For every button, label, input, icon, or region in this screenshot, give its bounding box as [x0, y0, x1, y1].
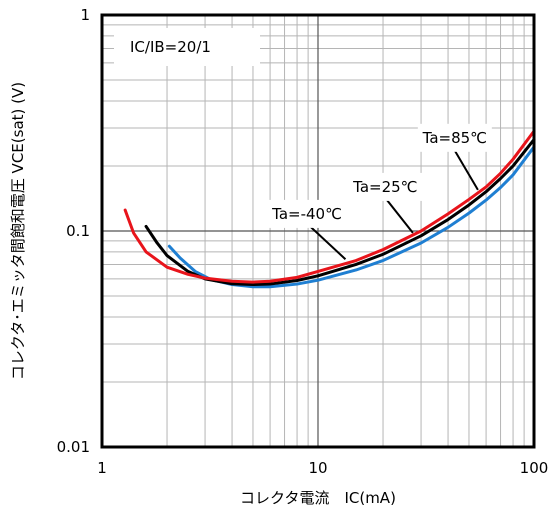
- condition-note: IC/IB=20/1: [114, 28, 260, 66]
- annotation-label: Ta=85℃: [422, 129, 487, 147]
- annotation-2: Ta=-40℃: [265, 199, 350, 260]
- y-axis-label: コレクタ･エミッタ間飽和電圧 VCE(sat) (V): [9, 82, 27, 380]
- y-tick-label: 0.1: [66, 222, 90, 240]
- x-tick-label: 10: [308, 459, 327, 477]
- annotation-label: Ta=-40℃: [271, 205, 342, 223]
- annotation-box: [417, 123, 492, 152]
- series-line-0: [123, 129, 536, 284]
- series-line-1: [144, 138, 536, 287]
- x-axis-ticks: 1 10 100: [97, 459, 548, 477]
- x-tick-label: 1: [97, 459, 107, 477]
- annotation-box: [265, 199, 350, 228]
- annotation-label: Ta=25℃: [352, 178, 417, 196]
- y-tick-label: 1: [80, 6, 90, 24]
- annotation-layer: Ta=85℃ Ta=25℃ Ta=-40℃: [265, 123, 492, 260]
- x-axis-label: コレクタ電流 IC(mA): [240, 489, 396, 507]
- annotation-box: [348, 172, 423, 201]
- series-layer: [123, 129, 536, 289]
- plot-frame: [100, 13, 536, 449]
- x-tick-label: 100: [520, 459, 549, 477]
- grid-major: [102, 15, 534, 447]
- annotation-1: Ta=25℃: [348, 172, 423, 234]
- annotation-0: Ta=85℃: [417, 123, 492, 191]
- y-axis-ticks: 1 0.1 0.01: [57, 6, 90, 456]
- condition-note-background: [114, 28, 260, 66]
- y-tick-label: 0.01: [57, 438, 90, 456]
- condition-note-text: IC/IB=20/1: [130, 38, 211, 56]
